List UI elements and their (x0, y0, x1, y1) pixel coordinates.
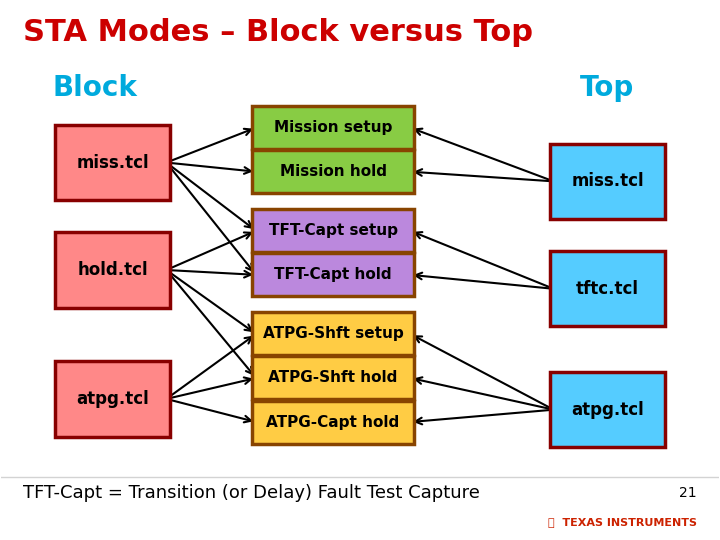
Text: ATPG-Shft setup: ATPG-Shft setup (263, 326, 403, 341)
Text: Mission setup: Mission setup (274, 120, 392, 135)
Text: TFT-Capt hold: TFT-Capt hold (274, 267, 392, 282)
FancyBboxPatch shape (55, 361, 170, 436)
Text: Top: Top (580, 74, 634, 102)
Text: miss.tcl: miss.tcl (571, 172, 644, 191)
FancyBboxPatch shape (253, 210, 414, 252)
FancyBboxPatch shape (550, 251, 665, 326)
Text: atpg.tcl: atpg.tcl (571, 401, 644, 418)
Text: hold.tcl: hold.tcl (77, 261, 148, 279)
FancyBboxPatch shape (253, 106, 414, 149)
FancyBboxPatch shape (253, 253, 414, 296)
Text: STA Modes – Block versus Top: STA Modes – Block versus Top (23, 17, 533, 46)
FancyBboxPatch shape (253, 401, 414, 443)
Text: 21: 21 (680, 486, 697, 500)
Text: TFT-Capt setup: TFT-Capt setup (269, 223, 397, 238)
FancyBboxPatch shape (55, 232, 170, 308)
Text: ATPG-Capt hold: ATPG-Capt hold (266, 415, 400, 429)
FancyBboxPatch shape (253, 150, 414, 193)
Text: tftc.tcl: tftc.tcl (576, 280, 639, 298)
FancyBboxPatch shape (253, 356, 414, 400)
Text: atpg.tcl: atpg.tcl (76, 390, 149, 408)
FancyBboxPatch shape (55, 125, 170, 200)
FancyBboxPatch shape (253, 313, 414, 355)
Text: miss.tcl: miss.tcl (76, 153, 149, 172)
Text: Mission hold: Mission hold (279, 164, 387, 179)
Text: Block: Block (52, 74, 137, 102)
FancyBboxPatch shape (550, 144, 665, 219)
Text: ⯈  TEXAS INSTRUMENTS: ⯈ TEXAS INSTRUMENTS (548, 517, 697, 528)
FancyBboxPatch shape (550, 372, 665, 447)
Text: ATPG-Shft hold: ATPG-Shft hold (269, 370, 397, 386)
Text: TFT-Capt = Transition (or Delay) Fault Test Capture: TFT-Capt = Transition (or Delay) Fault T… (23, 484, 480, 502)
